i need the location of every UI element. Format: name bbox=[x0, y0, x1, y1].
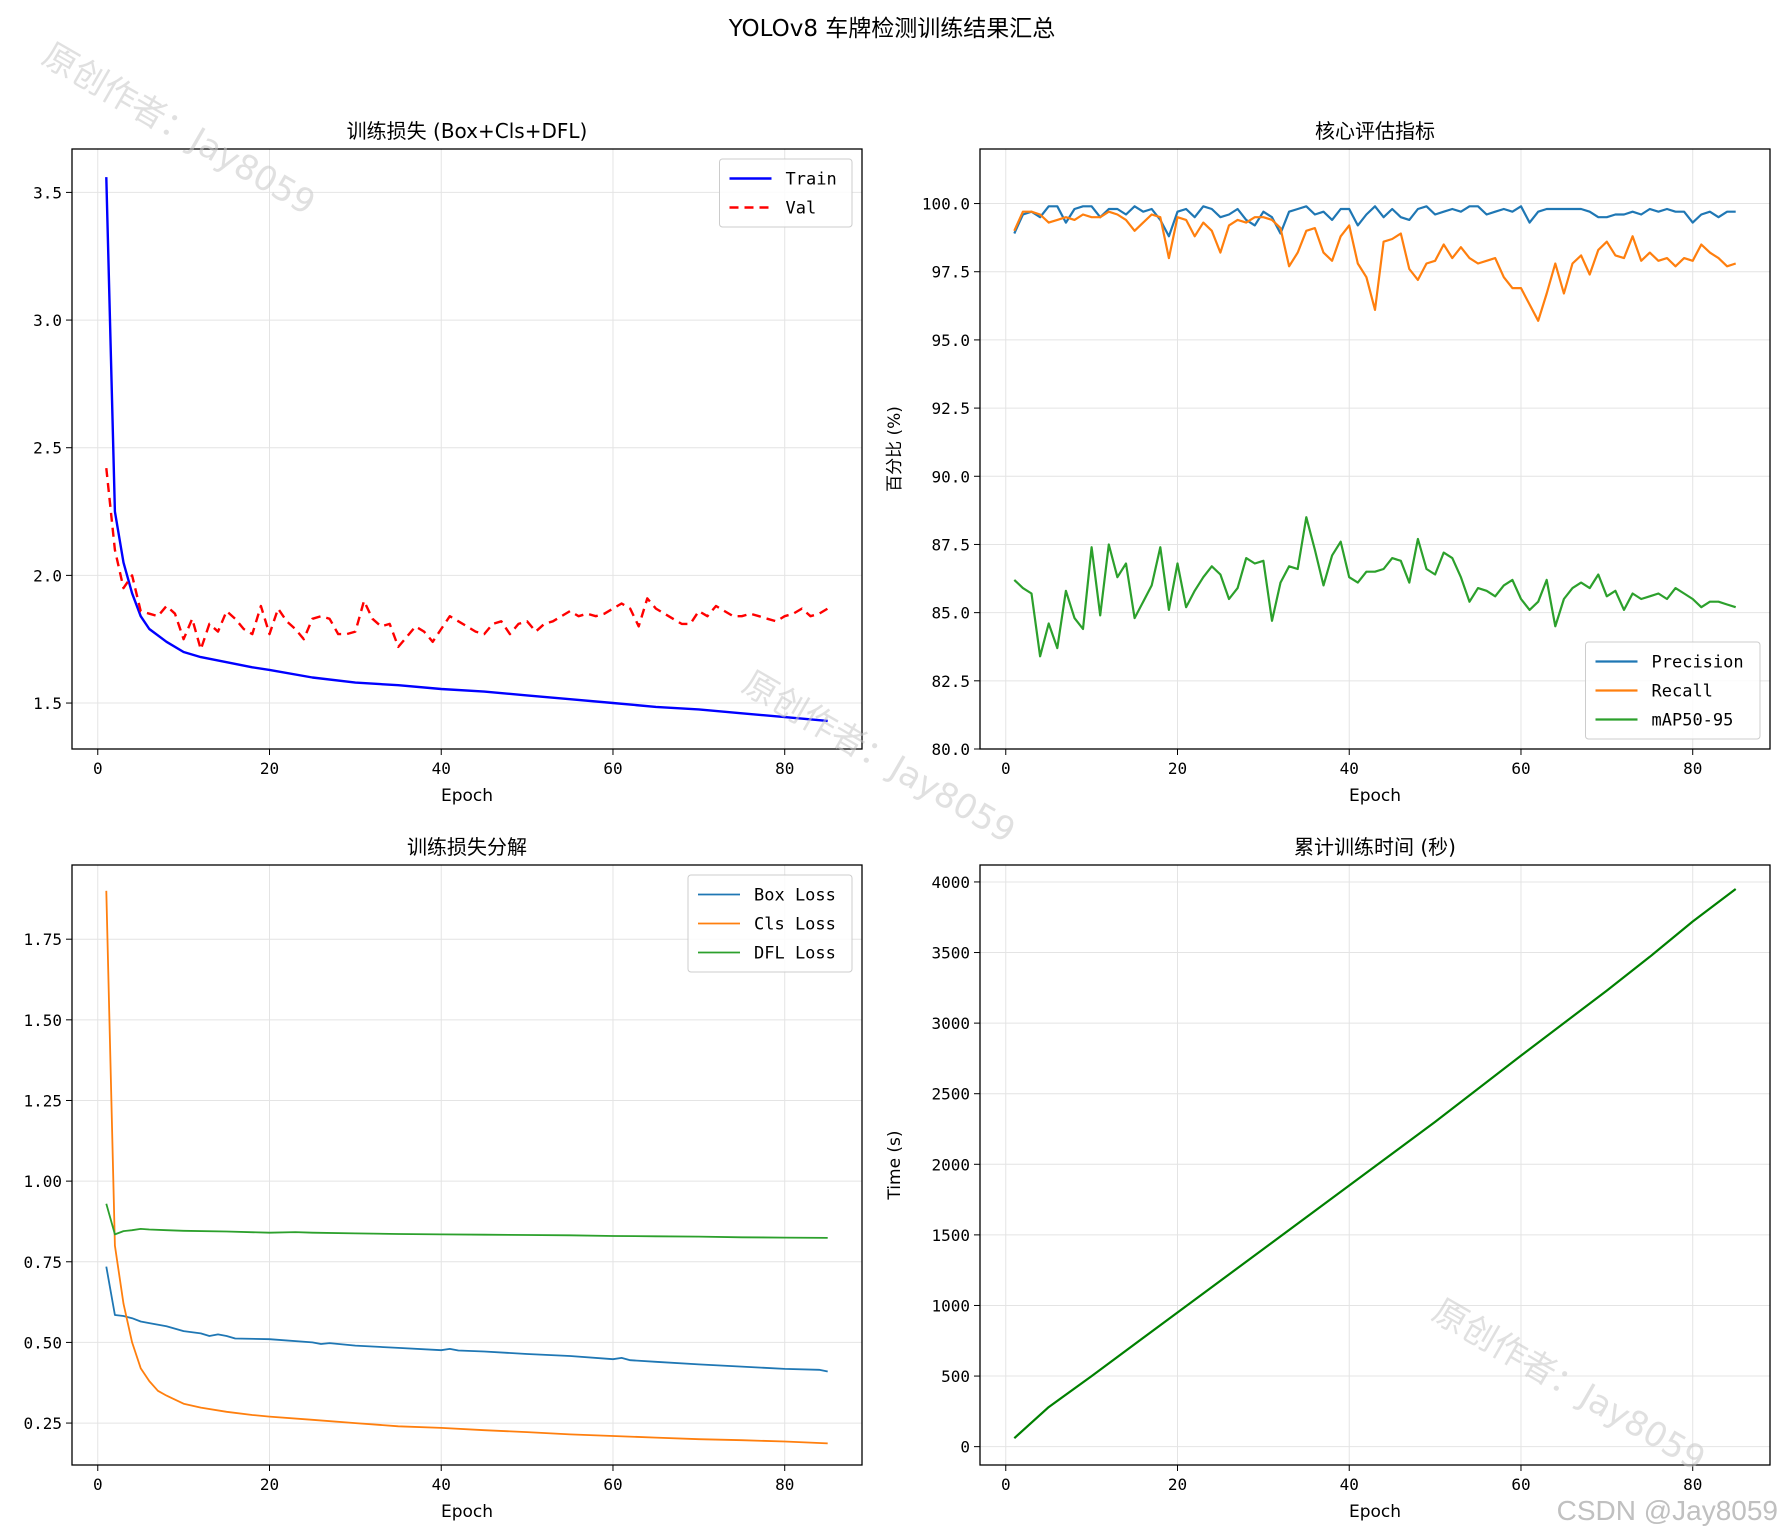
csdn-credit: CSDN @Jay8059 bbox=[1557, 1495, 1778, 1526]
panel-title: 累计训练时间 (秒) bbox=[1294, 835, 1456, 859]
series-line-val bbox=[105, 467, 829, 651]
legend: Box Loss Cls Loss DFL Loss bbox=[687, 874, 853, 973]
series-line-box-loss bbox=[105, 1266, 828, 1373]
y-tick-label: 80.0 bbox=[931, 740, 970, 759]
x-tick-label: 80 bbox=[775, 759, 794, 778]
legend-label: Box Loss bbox=[754, 886, 836, 906]
x-tick-label: 80 bbox=[775, 1475, 794, 1494]
x-tick-label: 20 bbox=[1168, 1475, 1187, 1494]
x-axis-label: Epoch bbox=[1349, 786, 1401, 806]
legend-box bbox=[687, 874, 853, 973]
x-tick-label: 60 bbox=[603, 1475, 622, 1494]
legend: Precision Recall mAP50-95 bbox=[1585, 641, 1761, 740]
series-line-map50-95 bbox=[1013, 516, 1737, 658]
y-tick-label: 1500 bbox=[931, 1226, 970, 1245]
x-axis-label: Epoch bbox=[441, 786, 493, 806]
panel-title: 训练损失分解 bbox=[407, 835, 527, 859]
panel-title: 核心评估指标 bbox=[1315, 119, 1435, 143]
y-tick-label: 97.5 bbox=[931, 263, 970, 282]
chart-panel-2: 0 20 40 60 80 80.0 82.5 85.0 87.5 90.0 92.5 95.0 97.… bbox=[885, 119, 1771, 806]
legend-label: Train bbox=[786, 170, 837, 190]
legend-box bbox=[719, 158, 853, 228]
y-tick-label: 82.5 bbox=[931, 672, 970, 691]
legend-label: Recall bbox=[1652, 682, 1713, 702]
legend-label: Val bbox=[786, 199, 817, 219]
y-tick-label: 3.0 bbox=[33, 311, 62, 330]
y-tick-label: 3000 bbox=[931, 1014, 970, 1033]
y-tick-label: 90.0 bbox=[931, 467, 970, 486]
y-tick-label: 1.00 bbox=[23, 1172, 62, 1191]
y-tick-label: 3500 bbox=[931, 944, 970, 963]
y-tick-label: 92.5 bbox=[931, 399, 970, 418]
x-tick-label: 0 bbox=[1001, 759, 1011, 778]
legend-box bbox=[1585, 641, 1761, 740]
y-tick-label: 1000 bbox=[931, 1296, 970, 1315]
y-tick-label: 85.0 bbox=[931, 604, 970, 623]
chart-panel-3: 0 20 40 60 80 0.25 0.50 0.75 1.00 1.25 1.50 1.75 训练损… bbox=[23, 835, 863, 1522]
y-tick-label: 2.5 bbox=[33, 439, 62, 458]
plot-frame bbox=[71, 148, 863, 750]
x-tick-label: 80 bbox=[1683, 759, 1702, 778]
y-tick-label: 95.0 bbox=[931, 331, 970, 350]
x-tick-label: 80 bbox=[1683, 1475, 1702, 1494]
watermark-top-left: 原创作者：Jay8059 bbox=[36, 35, 322, 223]
y-tick-label: 87.5 bbox=[931, 535, 970, 554]
panel-title: 训练损失 (Box+Cls+DFL) bbox=[347, 119, 588, 143]
x-tick-label: 40 bbox=[432, 1475, 451, 1494]
y-tick-label: 1.50 bbox=[23, 1011, 62, 1030]
y-tick-label: 1.5 bbox=[33, 694, 62, 713]
series-line-precision bbox=[1013, 205, 1736, 238]
y-tick-label: 2000 bbox=[931, 1155, 970, 1174]
x-tick-label: 20 bbox=[1168, 759, 1187, 778]
x-tick-label: 60 bbox=[1511, 1475, 1530, 1494]
x-tick-label: 40 bbox=[1340, 1475, 1359, 1494]
plot-frame bbox=[979, 864, 1771, 1466]
y-tick-label: 4000 bbox=[931, 873, 970, 892]
chart-panel-1: 0 20 40 60 80 1.5 2.0 2.5 3.0 3.5 训练损失 (Box+Cls+DF… bbox=[33, 119, 863, 806]
watermark-bottom-right: 原创作者：Jay8059 bbox=[1426, 1291, 1712, 1479]
x-axis-label: Epoch bbox=[1349, 1502, 1401, 1522]
x-tick-label: 40 bbox=[432, 759, 451, 778]
y-tick-label: 0.25 bbox=[23, 1414, 62, 1433]
x-tick-label: 0 bbox=[1001, 1475, 1011, 1494]
y-axis-label: Time (s) bbox=[885, 1130, 905, 1200]
legend-label: DFL Loss bbox=[754, 944, 836, 964]
y-tick-label: 1.75 bbox=[23, 930, 62, 949]
x-tick-label: 0 bbox=[93, 1475, 103, 1494]
series-line-train bbox=[105, 177, 828, 723]
series-line-recall bbox=[1013, 210, 1737, 322]
x-axis-label: Epoch bbox=[441, 1502, 493, 1522]
y-tick-label: 100.0 bbox=[922, 195, 970, 214]
plot-frame bbox=[979, 148, 1771, 750]
series-line-time bbox=[1013, 888, 1737, 1440]
legend-label: Cls Loss bbox=[754, 915, 836, 935]
x-tick-label: 40 bbox=[1340, 759, 1359, 778]
x-tick-label: 20 bbox=[260, 759, 279, 778]
x-tick-label: 0 bbox=[93, 759, 103, 778]
plot-frame bbox=[71, 864, 863, 1466]
legend-label: Precision bbox=[1652, 653, 1744, 673]
series-line-cls-loss bbox=[105, 890, 828, 1445]
y-tick-label: 1.25 bbox=[23, 1091, 62, 1110]
y-tick-label: 3.5 bbox=[33, 183, 62, 202]
y-tick-label: 0 bbox=[960, 1438, 970, 1457]
y-tick-label: 0.50 bbox=[23, 1333, 62, 1352]
x-tick-label: 60 bbox=[1511, 759, 1530, 778]
figure-title: YOLOv8 车牌检测训练结果汇总 bbox=[728, 16, 1056, 42]
x-tick-label: 20 bbox=[260, 1475, 279, 1494]
legend-label: mAP50-95 bbox=[1652, 711, 1734, 731]
y-axis-label: 百分比 (%) bbox=[885, 406, 905, 492]
legend: Train Val bbox=[719, 158, 853, 228]
y-tick-label: 2.0 bbox=[33, 566, 62, 585]
y-tick-label: 2500 bbox=[931, 1085, 970, 1104]
watermark-center: 原创作者：Jay8059 bbox=[736, 663, 1022, 851]
y-tick-label: 500 bbox=[941, 1367, 970, 1386]
series-line-dfl-loss bbox=[105, 1203, 828, 1239]
x-tick-label: 60 bbox=[603, 759, 622, 778]
chart-panel-4: 0 20 40 60 80 0 500 1000 1500 2000 2500 3000 3500 400… bbox=[885, 835, 1771, 1522]
y-tick-label: 0.75 bbox=[23, 1253, 62, 1272]
